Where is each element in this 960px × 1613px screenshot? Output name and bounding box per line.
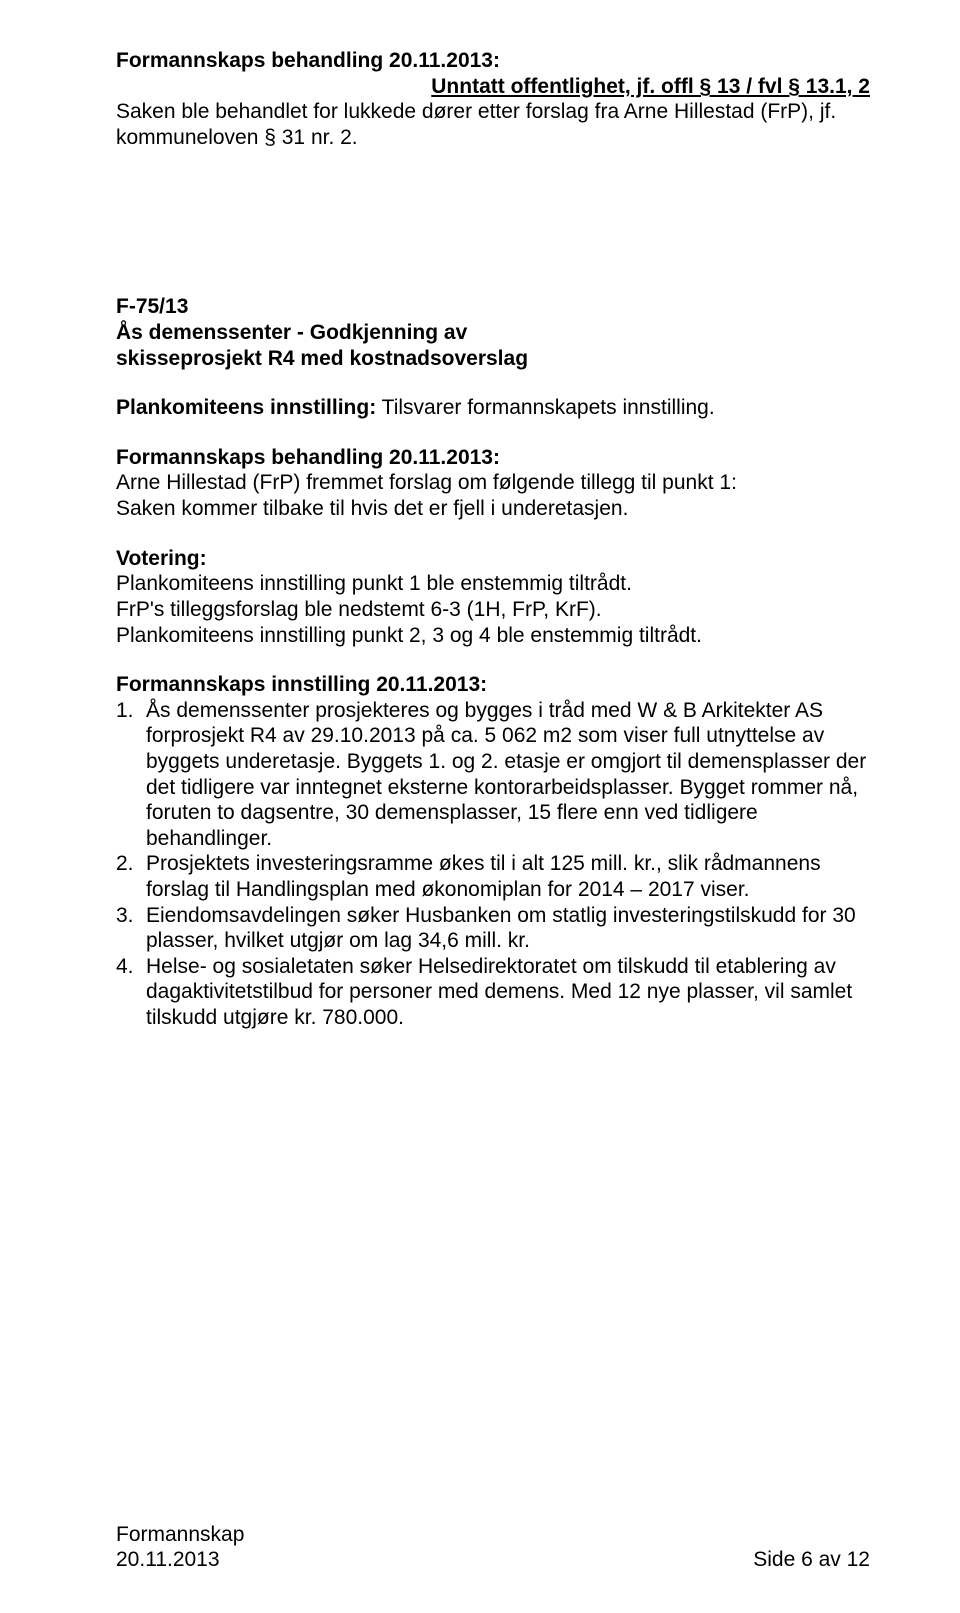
list-text: Prosjektets investeringsramme økes til i… — [146, 851, 870, 902]
footer-row: 20.11.2013 Side 6 av 12 — [116, 1547, 870, 1573]
behandling-l2: Saken kommer tilbake til hvis det er fje… — [116, 496, 870, 522]
behandling-heading: Formannskaps behandling 20.11.2013: — [116, 445, 870, 471]
list-text: Eiendomsavdelingen søker Husbanken om st… — [146, 903, 870, 954]
innstilling-list: 1. Ås demenssenter prosjekteres og bygge… — [116, 698, 870, 1031]
header-line2: Unntatt offentlighet, jf. offl § 13 / fv… — [116, 74, 870, 100]
case-ref: F-75/13 — [116, 294, 870, 320]
list-item: 1. Ås demenssenter prosjekteres og bygge… — [116, 698, 870, 852]
innstilling-heading: Formannskaps innstilling 20.11.2013: — [116, 672, 870, 698]
spacer — [116, 174, 870, 294]
behandling-l1: Arne Hillestad (FrP) fremmet forslag om … — [116, 470, 870, 496]
behandling-block: Formannskaps behandling 20.11.2013: Arne… — [116, 445, 870, 522]
list-num: 4. — [116, 954, 146, 1031]
list-text: Ås demenssenter prosjekteres og bygges i… — [146, 698, 870, 852]
votering-l1: Plankomiteens innstilling punkt 1 ble en… — [116, 571, 870, 597]
plankom-label: Plankomiteens innstilling: — [116, 396, 376, 419]
list-item: 4. Helse- og sosialetaten søker Helsedir… — [116, 954, 870, 1031]
list-num: 2. — [116, 851, 146, 902]
list-num: 1. — [116, 698, 146, 852]
page-footer: Formannskap 20.11.2013 Side 6 av 12 — [116, 1522, 870, 1573]
footer-right: Side 6 av 12 — [753, 1547, 870, 1573]
votering-l3: Plankomiteens innstilling punkt 2, 3 og … — [116, 623, 870, 649]
footer-left2: 20.11.2013 — [116, 1547, 220, 1573]
innstilling-block: Formannskaps innstilling 20.11.2013: 1. … — [116, 672, 870, 1031]
case-title-l1: Ås demenssenter - Godkjenning av — [116, 320, 870, 346]
plankom-rest: Tilsvarer formannskapets innstilling. — [376, 396, 714, 419]
plankom-intro: Plankomiteens innstilling: Tilsvarer for… — [116, 395, 870, 421]
case-block: F-75/13 Ås demenssenter - Godkjenning av… — [116, 294, 870, 371]
case-title-l2: skisseprosjekt R4 med kostnadsoverslag — [116, 346, 870, 372]
votering-heading: Votering: — [116, 546, 870, 572]
list-item: 3. Eiendomsavdelingen søker Husbanken om… — [116, 903, 870, 954]
header-block: Formannskaps behandling 20.11.2013: Unnt… — [116, 48, 870, 150]
votering-l2: FrP's tilleggsforslag ble nedstemt 6-3 (… — [116, 597, 870, 623]
header-line1: Formannskaps behandling 20.11.2013: — [116, 48, 870, 74]
header-para: Saken ble behandlet for lukkede dører et… — [116, 99, 870, 150]
list-text: Helse- og sosialetaten søker Helsedirekt… — [146, 954, 870, 1031]
votering-block: Votering: Plankomiteens innstilling punk… — [116, 546, 870, 648]
list-num: 3. — [116, 903, 146, 954]
footer-left1: Formannskap — [116, 1522, 870, 1548]
list-item: 2. Prosjektets investeringsramme økes ti… — [116, 851, 870, 902]
